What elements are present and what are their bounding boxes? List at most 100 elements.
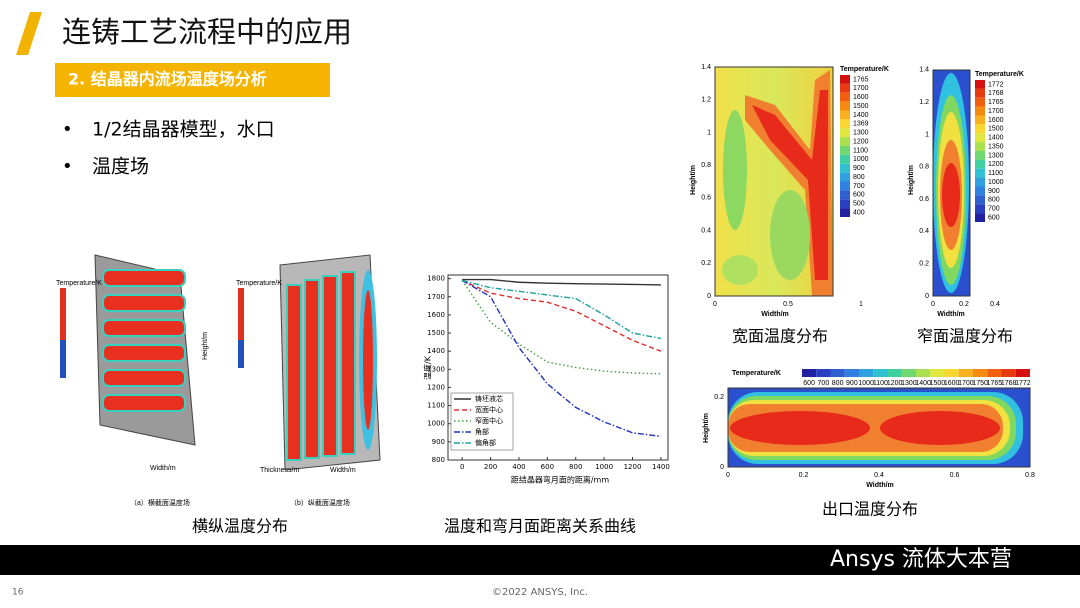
y-tick-label: 1600 xyxy=(427,311,445,319)
x-tick-label: 0 xyxy=(460,463,464,471)
colorbar-swatch xyxy=(830,369,845,377)
x-tick-label: 1 xyxy=(859,301,863,308)
series-line xyxy=(462,278,661,286)
colorbar-label: 1600 xyxy=(853,94,869,101)
caption: 温度和弯月面距离关系曲线 xyxy=(444,517,636,536)
colorbar-label: 1700 xyxy=(988,108,1004,115)
sub-caption: （a）横截面温度场 xyxy=(130,498,190,507)
colorbar-swatch xyxy=(975,168,985,178)
colorbar-label: 1600 xyxy=(944,380,960,387)
colorbar-swatch xyxy=(975,186,985,196)
colorbar-swatch xyxy=(975,88,985,98)
y-tick-label: 1200 xyxy=(427,383,445,391)
narrow-contour xyxy=(932,69,971,297)
y-tick-label: 1.4 xyxy=(701,64,711,71)
axis-label: Thickness/m xyxy=(260,467,299,474)
legend-title: Temperature/K xyxy=(236,280,282,287)
colorbar-label: 500 xyxy=(853,201,865,208)
legend-label: 宽面中心 xyxy=(475,405,503,414)
x-tick-label: 600 xyxy=(541,463,554,471)
colorbar-label: 800 xyxy=(988,197,1000,204)
bullet: 1/2结晶器模型，水口 xyxy=(92,119,275,141)
caption: 横纵温度分布 xyxy=(192,517,288,536)
colorbar-swatch xyxy=(840,146,850,155)
colorbar-swatch xyxy=(840,119,850,129)
y-tick-label: 0.8 xyxy=(701,162,711,169)
colorbar-swatch xyxy=(840,92,850,102)
watermark: Ansys 流体大本营 xyxy=(830,547,1012,572)
legend-title: Temperature/K xyxy=(56,280,102,287)
badge xyxy=(55,63,330,97)
y-tick-label: 0.4 xyxy=(701,227,711,234)
x-tick-label: 0.4 xyxy=(874,472,884,479)
y-tick-label: 1.2 xyxy=(919,99,929,106)
y-tick-label: 1800 xyxy=(427,275,445,283)
accent-slash xyxy=(16,12,42,55)
colorbar-label: 1700 xyxy=(958,380,974,387)
y-tick-label: 0.2 xyxy=(701,260,711,267)
colorbar-swatch xyxy=(802,369,817,377)
y-tick-label: 0.8 xyxy=(919,164,929,171)
y-tick-label: 1.2 xyxy=(701,97,711,104)
y-tick-label: 1 xyxy=(707,129,711,136)
x-tick-label: 1200 xyxy=(624,463,642,471)
badge-text: 2. 结晶器内流场温度场分析 xyxy=(68,70,267,89)
colorbar-label: 1200 xyxy=(853,138,869,145)
colorbar-label: 1200 xyxy=(988,161,1004,168)
y-tick-label: 0.4 xyxy=(919,228,929,235)
copyright: ©2022 ANSYS, Inc. xyxy=(492,587,588,598)
y-tick-label: 1400 xyxy=(427,347,445,355)
colorbar-label: 1400 xyxy=(853,112,869,119)
colorbar-label: 800 xyxy=(832,380,844,387)
colorbar-label: 1768 xyxy=(988,90,1004,97)
x-tick-label: 200 xyxy=(484,463,497,471)
colorbar-label: 900 xyxy=(988,188,1000,195)
colorbar-swatch xyxy=(840,181,850,191)
colorbar-label: 1400 xyxy=(988,135,1004,142)
left-figure: Temperature/K Temperature/K Width/m Widt… xyxy=(56,254,381,507)
colorbar-label: 1350 xyxy=(988,143,1004,150)
page-number: 16 xyxy=(12,588,24,598)
x-tick-label: 0.8 xyxy=(1025,472,1035,479)
colorbar-label: 900 xyxy=(853,165,865,172)
colorbar-swatch xyxy=(816,369,831,377)
colorbar-label: 1000 xyxy=(858,380,874,387)
colorbar-label: 1300 xyxy=(988,152,1004,159)
colorbar-swatch xyxy=(975,159,985,169)
colorbar-label: 1750 xyxy=(972,380,988,387)
colorbar-swatch xyxy=(1001,369,1016,377)
exit-contour xyxy=(727,387,1031,468)
legend-label: 偏角部 xyxy=(475,438,496,447)
legend-box xyxy=(450,392,514,451)
colorbar-label: 1765 xyxy=(853,76,869,83)
colorbar-swatch xyxy=(840,137,850,146)
axis-label: Width/m xyxy=(330,467,356,474)
colorbar-label: 1100 xyxy=(853,147,868,154)
x-tick-label: 0.6 xyxy=(950,472,960,479)
colorbar-label: 1765 xyxy=(988,99,1004,106)
colorbar-label: 1300 xyxy=(901,380,917,387)
y-tick-label: 0 xyxy=(925,293,929,300)
y-tick-label: 0 xyxy=(707,293,711,300)
colorbar-label: 900 xyxy=(846,380,858,387)
y-tick-label: 0 xyxy=(720,464,724,471)
colorbar-label: 1369 xyxy=(853,121,869,128)
colorbar-swatch xyxy=(916,369,931,377)
colorbar-swatch xyxy=(840,75,850,84)
x-tick-label: 1000 xyxy=(595,463,613,471)
colorbar-label: 1300 xyxy=(853,130,869,137)
y-tick-label: 0.6 xyxy=(919,196,929,203)
colorbar-label: 1600 xyxy=(988,117,1004,124)
colorbar-title: Temperature/K xyxy=(732,370,781,377)
colorbar-label: 1768 xyxy=(1001,380,1017,387)
colorbar-label: 600 xyxy=(988,214,1000,221)
colorbar-label: 1100 xyxy=(873,380,888,387)
colorbar-swatch xyxy=(840,128,850,138)
x-tick-label: 0 xyxy=(726,472,730,479)
series-line xyxy=(461,279,662,352)
y-axis-label: Height/m xyxy=(690,165,697,195)
colorbar-title: Temperature/K xyxy=(840,66,889,73)
x-tick-label: 0.5 xyxy=(783,301,793,308)
caption: 窄面温度分布 xyxy=(917,327,1013,346)
